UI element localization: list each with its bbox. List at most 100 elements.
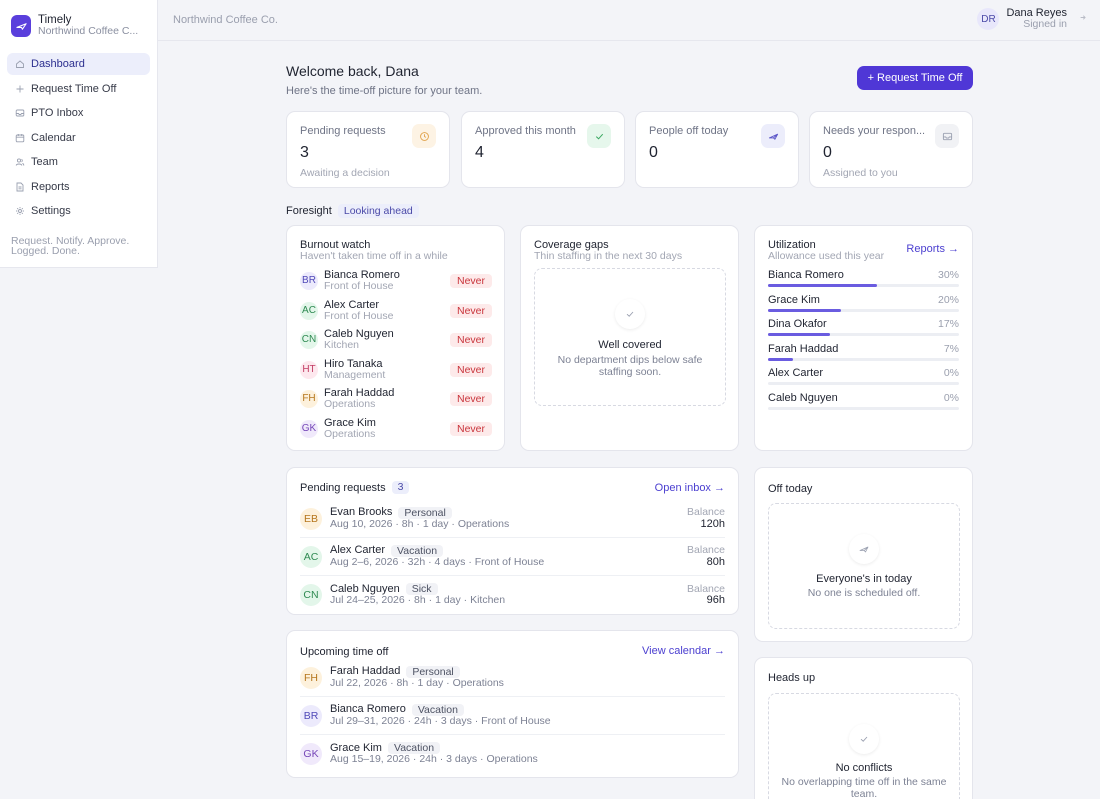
list-item[interactable]: BR Bianca Romero Front of House Never (300, 270, 492, 291)
status-badge: Never (449, 391, 492, 406)
type-tag: Personal (406, 665, 460, 678)
sidebar-item-request-time-off[interactable]: Request Time Off (7, 78, 150, 100)
avatar: HT (300, 360, 318, 379)
sidebar-item-label: PTO Inbox (31, 107, 84, 119)
status-badge: Never (449, 303, 492, 318)
top-bar: Northwind Coffee Co. DR Dana Reyes Signe… (158, 0, 1100, 41)
type-tag: Vacation (411, 703, 464, 716)
person-name: Evan Brooks (330, 506, 393, 518)
card-subtitle: Haven't taken time off in a while (300, 250, 448, 262)
balance-label: Balance (687, 544, 725, 556)
empty-state: Well covered No department dips below sa… (534, 268, 726, 406)
stat-sub: Assigned to you (823, 167, 898, 179)
foresight-header: Foresight Looking ahead (286, 204, 419, 218)
inbox-icon (935, 124, 959, 148)
pending-requests-card: Pending requests 3 Open inbox → EB Evan … (286, 467, 739, 615)
utilization-row: Bianca Romero 30% (768, 269, 959, 287)
upcoming-row[interactable]: FH Farah Haddad Personal Jul 22, 2026 · 8… (300, 659, 725, 697)
sidebar-item-label: Team (31, 156, 58, 168)
list-item[interactable]: FH Farah Haddad Operations Never (300, 388, 492, 409)
home-icon (15, 59, 25, 69)
person-name: Grace Kim (330, 741, 382, 754)
person-name: Farah Haddad (330, 665, 401, 677)
plane-icon (761, 124, 785, 148)
sidebar-item-team[interactable]: Team (7, 151, 150, 173)
list-item[interactable]: HT Hiro Tanaka Management Never (300, 359, 492, 380)
stat-card-off-today[interactable]: People off today 0 (635, 111, 799, 188)
report-icon (15, 182, 25, 192)
avatar: FH (300, 389, 318, 408)
stat-card-needs-response[interactable]: Needs your respon... 0 Assigned to you (809, 111, 973, 188)
request-row[interactable]: EB Evan Brooks Personal Aug 10, 2026 · 8h… (300, 500, 725, 538)
card-subtitle: Allowance used this year (768, 250, 885, 262)
upcoming-row[interactable]: GK Grace Kim Vacation Aug 15–19, 2026 · 2… (300, 735, 725, 773)
list-item[interactable]: AC Alex Carter Front of House Never (300, 300, 492, 321)
stat-card-pending[interactable]: Pending requests 3 Awaiting a decision (286, 111, 450, 188)
avatar: AC (300, 545, 322, 568)
request-meta: Jul 24–25, 2026 · 8h · 1 day · Kitchen (330, 594, 506, 607)
avatar: DR (977, 8, 1000, 30)
sidebar: Timely Northwind Coffee C... Dashboard R… (0, 0, 158, 268)
request-row[interactable]: CN Caleb Nguyen Sick Jul 24–25, 2026 · 8h… (300, 576, 725, 614)
request-time-off-button[interactable]: + Request Time Off (857, 66, 973, 90)
empty-title: Everyone's in today (816, 573, 912, 585)
brand-name: Timely (38, 14, 72, 26)
utilization-bar (768, 382, 959, 385)
sidebar-item-dashboard[interactable]: Dashboard (7, 53, 150, 75)
check-icon (849, 724, 879, 754)
avatar: BR (300, 271, 318, 290)
brand[interactable]: Timely Northwind Coffee C... (0, 0, 157, 40)
list-item[interactable]: CN Caleb Nguyen Kitchen Never (300, 329, 492, 350)
utilization-card: Utilization Allowance used this year Rep… (754, 225, 973, 451)
status-badge: Never (449, 273, 492, 288)
list-item[interactable]: GK Grace Kim Operations Never (300, 418, 492, 439)
empty-text: No overlapping time off in the same team… (781, 776, 947, 799)
upcoming-row[interactable]: BR Bianca Romero Vacation Jul 29–31, 2026… (300, 697, 725, 735)
utilization-bar (768, 309, 959, 312)
sidebar-item-reports[interactable]: Reports (7, 176, 150, 198)
stat-value: 3 (300, 144, 309, 161)
card-title: Coverage gaps (534, 239, 609, 251)
request-meta: Aug 2–6, 2026 · 32h · 4 days · Front of … (330, 555, 545, 568)
card-title: Utilization (768, 239, 816, 251)
sidebar-item-pto-inbox[interactable]: PTO Inbox (7, 102, 150, 124)
person-name: Caleb Nguyen (768, 392, 838, 404)
avatar: GK (300, 743, 322, 765)
company-name: Northwind Coffee Co. (173, 14, 278, 26)
team-icon (15, 157, 25, 167)
card-title: Heads up (768, 672, 816, 684)
user-name: Dana Reyes (1006, 7, 1067, 19)
utilization-percent: 20% (937, 294, 959, 306)
utilization-bar (768, 407, 959, 410)
person-name: Hiro Tanaka (324, 358, 383, 370)
balance-label: Balance (687, 582, 725, 595)
person-dept: Front of House (324, 279, 394, 292)
sign-out-icon[interactable] (1077, 13, 1086, 25)
sidebar-item-label: Request Time Off (31, 82, 117, 95)
card-title: Burnout watch (300, 239, 371, 251)
settings-icon (15, 206, 25, 216)
sidebar-item-label: Reports (31, 180, 70, 193)
request-meta: Aug 15–19, 2026 · 24h · 3 days · Operati… (330, 753, 538, 766)
person-name: Farah Haddad (324, 387, 395, 399)
stat-label: Pending requests (300, 125, 386, 137)
request-meta: Jul 22, 2026 · 8h · 1 day · Operations (330, 676, 504, 689)
brand-logo-icon (11, 15, 31, 37)
sidebar-item-calendar[interactable]: Calendar (7, 127, 150, 149)
sidebar-item-label: Dashboard (31, 58, 85, 70)
sidebar-item-settings[interactable]: Settings (7, 200, 150, 222)
open-inbox-link[interactable]: Open inbox → (654, 482, 725, 494)
card-subtitle: Thin staffing in the next 30 days (534, 250, 683, 262)
view-calendar-link[interactable]: View calendar → (642, 645, 725, 657)
stat-value: 0 (649, 144, 658, 161)
stat-value: 0 (823, 144, 832, 161)
person-name: Alex Carter (768, 367, 824, 379)
stat-card-approved[interactable]: Approved this month 4 (461, 111, 625, 188)
sidebar-nav: Dashboard Request Time Off PTO Inbox Cal… (0, 53, 157, 222)
user-menu[interactable]: DR Dana Reyes Signed in (977, 8, 1086, 30)
utilization-row: Alex Carter 0% (768, 367, 959, 385)
reports-link[interactable]: Reports → (906, 243, 959, 255)
person-name: Farah Haddad (768, 343, 839, 355)
request-row[interactable]: AC Alex Carter Vacation Aug 2–6, 2026 · 3… (300, 538, 725, 576)
welcome-section: Welcome back, Dana Here's the time-off p… (286, 63, 482, 97)
